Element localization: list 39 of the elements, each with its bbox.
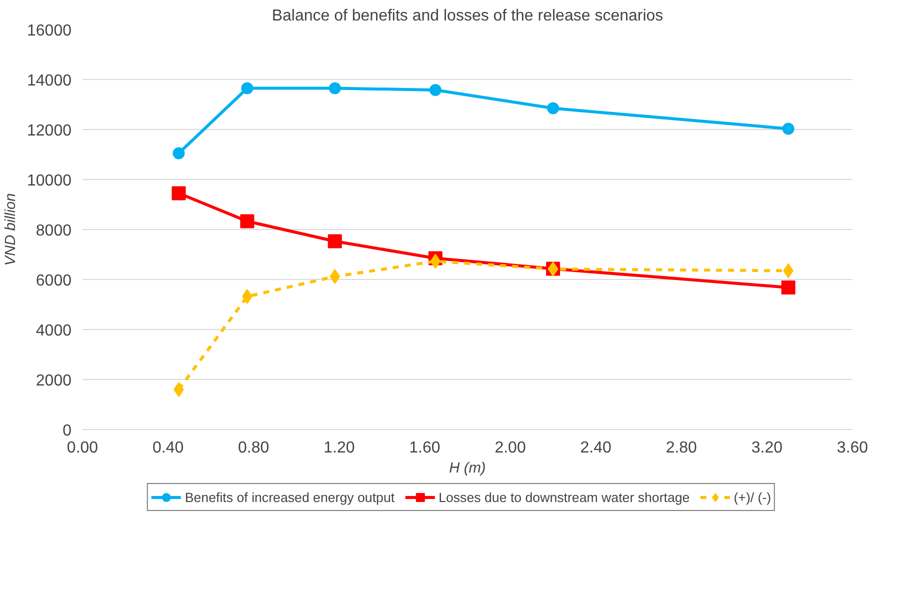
legend-label: Benefits of increased energy output (184, 490, 395, 504)
x-tick-label: 0.40 (152, 440, 184, 456)
x-tick-label: 1.20 (324, 440, 355, 456)
x-tick-label: 2.40 (580, 440, 612, 456)
y-tick-label: 10000 (27, 172, 72, 190)
x-tick-label: 0.00 (66, 440, 98, 456)
x-tick-label: 2.00 (494, 440, 526, 456)
y-tick-label: 8000 (36, 222, 72, 240)
point (782, 122, 794, 135)
point (328, 82, 341, 94)
x-tick-label: 2.80 (666, 440, 698, 456)
point (781, 280, 796, 294)
point (242, 289, 252, 304)
y-tick-label: 6000 (36, 272, 72, 290)
point (328, 234, 342, 248)
x-axis-title: H (m) (449, 460, 486, 476)
y-tick-label: 0 (62, 422, 72, 440)
y-tick-label: 16000 (27, 22, 72, 40)
point (547, 102, 560, 114)
point (429, 84, 442, 96)
point (172, 186, 186, 200)
y-axis-title: VND billion (3, 193, 20, 266)
y-tick-label: 2000 (36, 372, 72, 390)
legend-label: Losses due to downstream water shortage (438, 490, 690, 504)
x-tick-label: 3.60 (836, 440, 868, 456)
y-tick-label: 12000 (27, 122, 72, 140)
y-tick-label: 14000 (27, 72, 72, 90)
x-tick-label: 0.80 (238, 440, 270, 456)
point (241, 82, 254, 94)
x-tick-label: 3.20 (751, 440, 783, 456)
chart-title: Balance of benefits and losses of the release scenarios (272, 8, 664, 24)
point (330, 269, 340, 284)
point (430, 254, 441, 269)
point (174, 382, 184, 397)
legend-label: (+)/ (-) (734, 490, 772, 504)
x-tick-label: 1.60 (409, 440, 440, 456)
point (172, 147, 185, 160)
y-tick-label: 4000 (36, 322, 72, 340)
point (240, 214, 254, 228)
